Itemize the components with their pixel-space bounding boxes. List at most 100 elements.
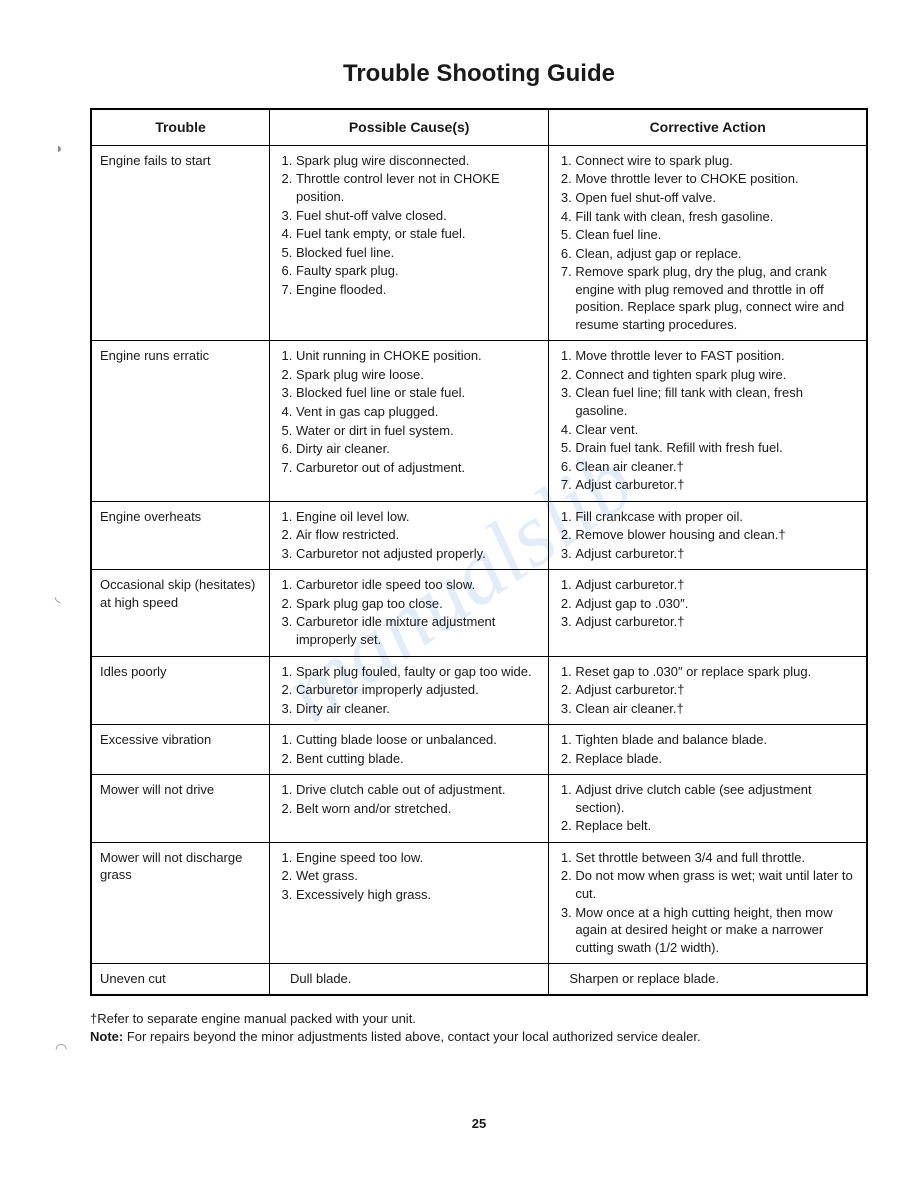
action-item: Adjust carburetor.†: [575, 545, 858, 563]
action-item: Clear vent.: [575, 421, 858, 439]
action-item: Adjust carburetor.†: [575, 576, 858, 594]
binder-hole-mark: ◟: [55, 588, 60, 605]
action-item: Set throttle between 3/4 and full thrott…: [575, 849, 858, 867]
cause-item: Dirty air cleaner.: [296, 700, 540, 718]
action-item: Replace belt.: [575, 817, 858, 835]
action-item: Tighten blade and balance blade.: [575, 731, 858, 749]
trouble-cell: Occasional skip (hesitates) at high spee…: [91, 570, 269, 656]
cause-item: Unit running in CHOKE position.: [296, 347, 540, 365]
cause-item: Belt worn and/or stretched.: [296, 800, 540, 818]
action-item: Clean air cleaner.†: [575, 458, 858, 476]
cause-cell: Dull blade.: [269, 964, 548, 995]
action-item: Adjust carburetor.†: [575, 613, 858, 631]
table-header-row: Trouble Possible Cause(s) Corrective Act…: [91, 109, 867, 145]
trouble-cell: Engine overheats: [91, 501, 269, 570]
table-row: Engine runs erraticUnit running in CHOKE…: [91, 341, 867, 501]
table-row: Uneven cut Dull blade. Sharpen or replace …: [91, 964, 867, 995]
action-item: Open fuel shut-off valve.: [575, 189, 858, 207]
action-item: Adjust drive clutch cable (see adjustmen…: [575, 781, 858, 816]
footnote-dagger: †Refer to separate engine manual packed …: [90, 1010, 868, 1028]
cause-item: Fuel tank empty, or stale fuel.: [296, 225, 540, 243]
cause-item: Carburetor idle speed too slow.: [296, 576, 540, 594]
action-item: Remove spark plug, dry the plug, and cra…: [575, 263, 858, 333]
footnote-note: Note: For repairs beyond the minor adjus…: [90, 1028, 868, 1046]
cause-item: Air flow restricted.: [296, 526, 540, 544]
cause-cell: Engine oil level low.Air flow restricted…: [269, 501, 548, 570]
cause-cell: Carburetor idle speed too slow.Spark plu…: [269, 570, 548, 656]
action-item: Move throttle lever to CHOKE position.: [575, 170, 858, 188]
cause-item: Spark plug wire disconnected.: [296, 152, 540, 170]
action-cell: Move throttle lever to FAST position.Con…: [549, 341, 867, 501]
cause-item: Water or dirt in fuel system.: [296, 422, 540, 440]
cause-item: Cutting blade loose or unbalanced.: [296, 731, 540, 749]
action-item: Sharpen or replace blade.: [557, 970, 858, 988]
table-row: Idles poorlySpark plug fouled, faulty or…: [91, 656, 867, 725]
binder-hole-mark: ◠: [55, 1040, 67, 1057]
cause-item: Spark plug wire loose.: [296, 366, 540, 384]
note-text: For repairs beyond the minor adjustments…: [123, 1029, 700, 1044]
action-item: Clean fuel line; fill tank with clean, f…: [575, 384, 858, 419]
cause-cell: Spark plug fouled, faulty or gap too wid…: [269, 656, 548, 725]
cause-item: Bent cutting blade.: [296, 750, 540, 768]
trouble-cell: Mower will not drive: [91, 775, 269, 843]
cause-item: Wet grass.: [296, 867, 540, 885]
table-row: Mower will not discharge grassEngine spe…: [91, 842, 867, 963]
trouble-cell: Uneven cut: [91, 964, 269, 995]
cause-item: Engine flooded.: [296, 281, 540, 299]
cause-item: Carburetor idle mixture adjustment impro…: [296, 613, 540, 648]
cause-cell: Unit running in CHOKE position.Spark plu…: [269, 341, 548, 501]
action-item: Reset gap to .030″ or replace spark plug…: [575, 663, 858, 681]
action-cell: Fill crankcase with proper oil.Remove bl…: [549, 501, 867, 570]
cause-item: Engine speed too low.: [296, 849, 540, 867]
action-item: Connect wire to spark plug.: [575, 152, 858, 170]
trouble-cell: Engine fails to start: [91, 145, 269, 340]
action-item: Connect and tighten spark plug wire.: [575, 366, 858, 384]
cause-item: Excessively high grass.: [296, 886, 540, 904]
action-item: Clean, adjust gap or replace.: [575, 245, 858, 263]
cause-item: Throttle control lever not in CHOKE posi…: [296, 170, 540, 205]
cause-cell: Spark plug wire disconnected.Throttle co…: [269, 145, 548, 340]
page-number: 25: [90, 1116, 868, 1131]
action-item: Fill crankcase with proper oil.: [575, 508, 858, 526]
action-cell: Set throttle between 3/4 and full thrott…: [549, 842, 867, 963]
cause-item: Blocked fuel line or stale fuel.: [296, 384, 540, 402]
note-label: Note:: [90, 1029, 123, 1044]
action-item: Clean fuel line.: [575, 226, 858, 244]
action-item: Replace blade.: [575, 750, 858, 768]
cause-cell: Drive clutch cable out of adjustment.Bel…: [269, 775, 548, 843]
header-action: Corrective Action: [549, 109, 867, 145]
action-item: Mow once at a high cutting height, then …: [575, 904, 858, 957]
action-item: Adjust carburetor.†: [575, 476, 858, 494]
action-item: Adjust gap to .030″.: [575, 595, 858, 613]
cause-item: Drive clutch cable out of adjustment.: [296, 781, 540, 799]
action-item: Clean air cleaner.†: [575, 700, 858, 718]
table-row: Occasional skip (hesitates) at high spee…: [91, 570, 867, 656]
binder-hole-mark: ◗: [55, 140, 63, 156]
action-item: Do not mow when grass is wet; wait until…: [575, 867, 858, 902]
cause-cell: Cutting blade loose or unbalanced.Bent c…: [269, 725, 548, 775]
header-trouble: Trouble: [91, 109, 269, 145]
cause-item: Fuel shut-off valve closed.: [296, 207, 540, 225]
table-row: Engine fails to startSpark plug wire dis…: [91, 145, 867, 340]
cause-item: Dull blade.: [278, 970, 540, 988]
table-row: Mower will not driveDrive clutch cable o…: [91, 775, 867, 843]
action-cell: Reset gap to .030″ or replace spark plug…: [549, 656, 867, 725]
cause-item: Engine oil level low.: [296, 508, 540, 526]
cause-item: Blocked fuel line.: [296, 244, 540, 262]
cause-item: Spark plug gap too close.: [296, 595, 540, 613]
table-row: Engine overheatsEngine oil level low.Air…: [91, 501, 867, 570]
page-title: Trouble Shooting Guide: [90, 60, 868, 88]
action-cell: Connect wire to spark plug.Move throttle…: [549, 145, 867, 340]
cause-item: Vent in gas cap plugged.: [296, 403, 540, 421]
troubleshooting-table: Trouble Possible Cause(s) Corrective Act…: [90, 108, 868, 996]
cause-cell: Engine speed too low.Wet grass.Excessive…: [269, 842, 548, 963]
action-cell: Adjust carburetor.†Adjust gap to .030″.A…: [549, 570, 867, 656]
cause-item: Faulty spark plug.: [296, 262, 540, 280]
footnotes: †Refer to separate engine manual packed …: [90, 1010, 868, 1046]
trouble-cell: Engine runs erratic: [91, 341, 269, 501]
action-item: Drain fuel tank. Refill with fresh fuel.: [575, 439, 858, 457]
cause-item: Carburetor not adjusted properly.: [296, 545, 540, 563]
trouble-cell: Idles poorly: [91, 656, 269, 725]
action-cell: Tighten blade and balance blade.Replace …: [549, 725, 867, 775]
action-item: Adjust carburetor.†: [575, 681, 858, 699]
